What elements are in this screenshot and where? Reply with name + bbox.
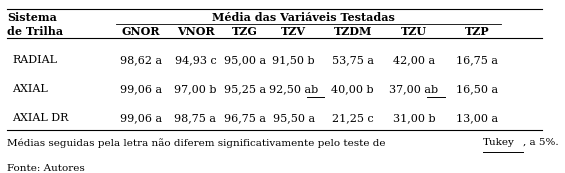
Text: GNOR: GNOR: [121, 26, 160, 37]
Text: 42,00 a: 42,00 a: [393, 55, 435, 65]
Text: TZU: TZU: [401, 26, 427, 37]
Text: 91,50 b: 91,50 b: [272, 55, 315, 65]
Text: Tukey: Tukey: [483, 138, 515, 147]
Text: TZDM: TZDM: [333, 26, 372, 37]
Text: AXIAL: AXIAL: [12, 84, 48, 94]
Text: 96,75 a: 96,75 a: [224, 113, 266, 123]
Text: 16,50 a: 16,50 a: [456, 84, 498, 94]
Text: de Trilha: de Trilha: [7, 26, 63, 37]
Text: 95,25 a: 95,25 a: [224, 84, 266, 94]
Text: Médias seguidas pela letra não diferem significativamente pelo teste de: Médias seguidas pela letra não diferem s…: [7, 138, 389, 148]
Text: 37,00 ab: 37,00 ab: [389, 84, 438, 94]
Text: 98,62 a: 98,62 a: [120, 55, 162, 65]
Text: 53,75 a: 53,75 a: [332, 55, 374, 65]
Text: 99,06 a: 99,06 a: [120, 113, 162, 123]
Text: , a 5%.: , a 5%.: [523, 138, 559, 147]
Text: TZP: TZP: [464, 26, 489, 37]
Text: 95,50 a: 95,50 a: [273, 113, 315, 123]
Text: TZV: TZV: [281, 26, 306, 37]
Text: 98,75 a: 98,75 a: [175, 113, 216, 123]
Text: 97,00 b: 97,00 b: [174, 84, 216, 94]
Text: TZG: TZG: [232, 26, 258, 37]
Text: Fonte: Autores: Fonte: Autores: [7, 164, 85, 173]
Text: 21,25 c: 21,25 c: [332, 113, 373, 123]
Text: 31,00 b: 31,00 b: [393, 113, 435, 123]
Text: 95,00 a: 95,00 a: [224, 55, 266, 65]
Text: 94,93 c: 94,93 c: [175, 55, 216, 65]
Text: VNOR: VNOR: [177, 26, 214, 37]
Text: 99,06 a: 99,06 a: [120, 84, 162, 94]
Text: 13,00 a: 13,00 a: [456, 113, 498, 123]
Text: RADIAL: RADIAL: [12, 55, 57, 65]
Text: Sistema: Sistema: [7, 12, 57, 23]
Text: 40,00 b: 40,00 b: [332, 84, 374, 94]
Text: Média das Variáveis Testadas: Média das Variáveis Testadas: [212, 12, 395, 23]
Text: 16,75 a: 16,75 a: [456, 55, 498, 65]
Text: 92,50 ab: 92,50 ab: [269, 84, 318, 94]
Text: AXIAL DR: AXIAL DR: [12, 113, 69, 123]
